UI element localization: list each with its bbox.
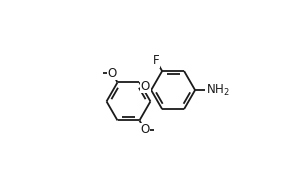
Text: O: O [140,123,149,136]
Text: NH$_2$: NH$_2$ [206,83,230,98]
Text: O: O [108,67,117,80]
Text: O: O [141,80,150,93]
Text: F: F [153,54,159,67]
